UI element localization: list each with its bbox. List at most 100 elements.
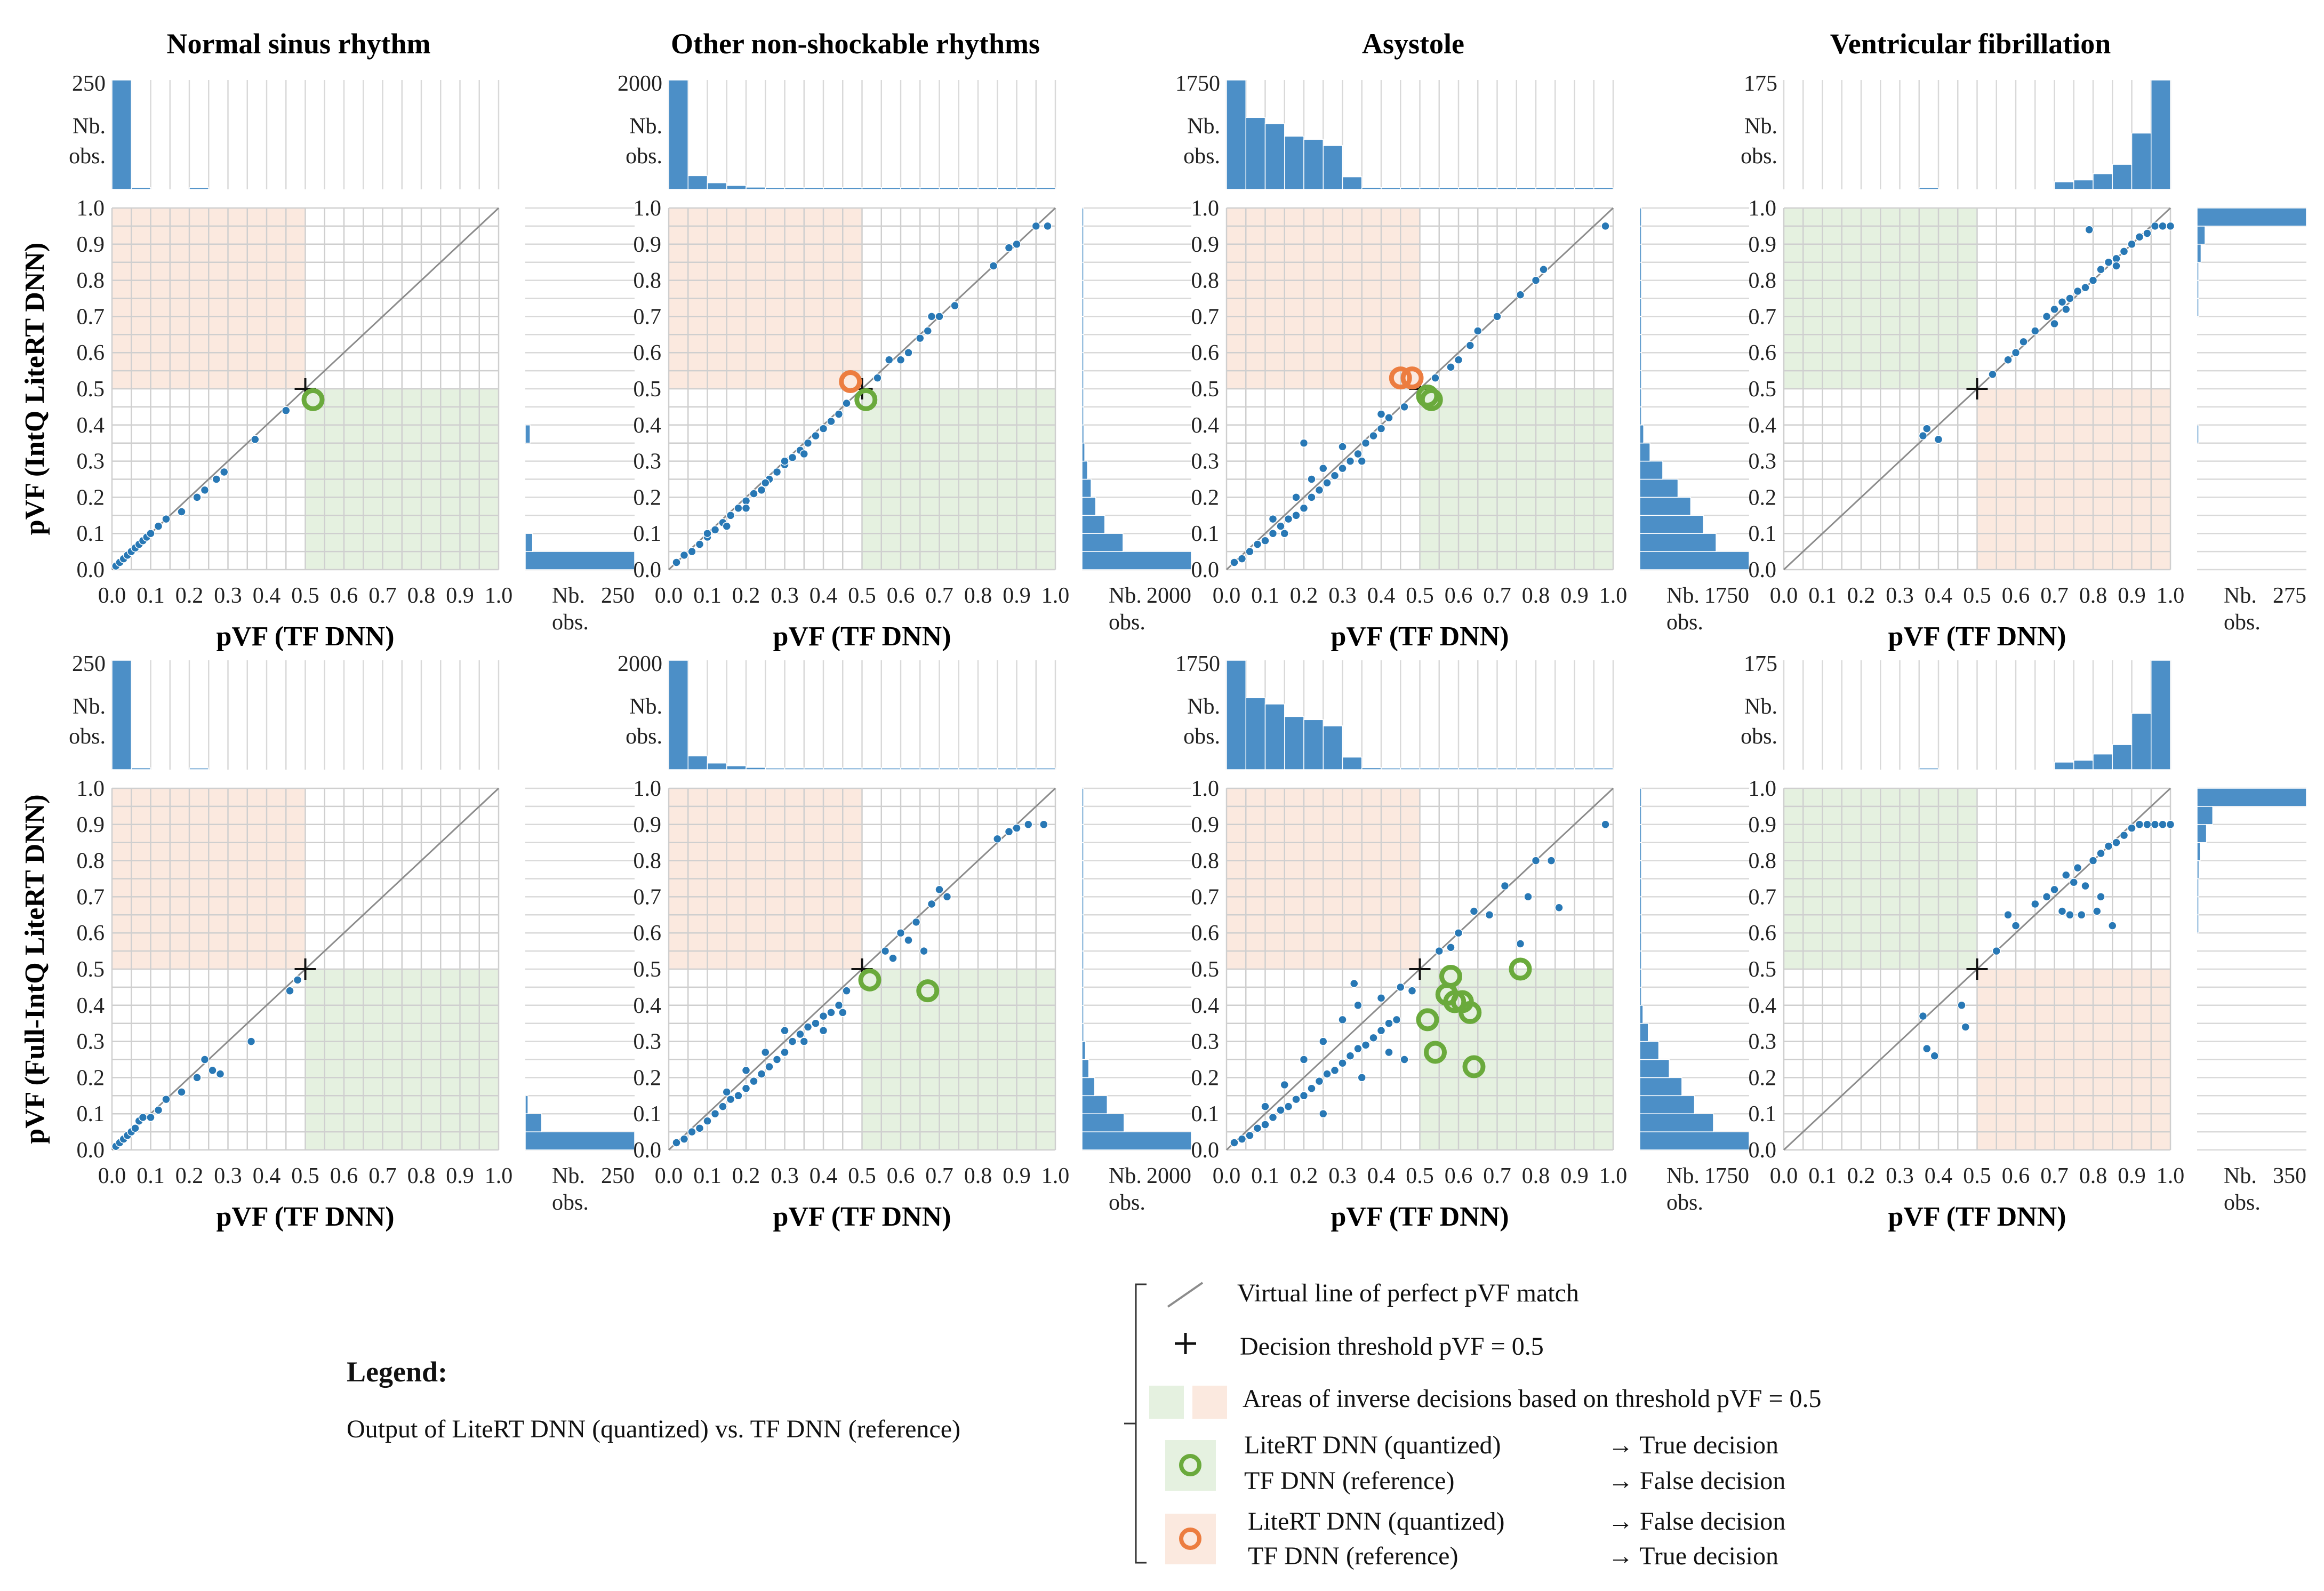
data-point [2011, 921, 2021, 930]
data-point [1376, 410, 1386, 419]
top-hist-bar [1477, 187, 1498, 190]
top-hist-bar [977, 187, 998, 190]
side-hist-bar [1639, 1113, 1714, 1132]
hist-label: Nb. [1187, 694, 1220, 719]
x-tick-label: 1.0 [1599, 583, 1628, 608]
data-point [1957, 1001, 1966, 1010]
data-point [1376, 1026, 1386, 1035]
top-hist-bar [900, 767, 920, 770]
y-tick-label: 0.1 [634, 1102, 662, 1126]
top-hist-bar [1439, 767, 1459, 770]
side-hist-bar [1639, 334, 1642, 353]
data-point [2073, 286, 2082, 296]
data-point [1319, 1037, 1328, 1046]
side-hist-bar [1639, 860, 1642, 880]
side-hist-bar [1081, 950, 1084, 970]
green-circle-marker [1416, 1008, 1439, 1032]
hist-label: obs. [552, 1190, 589, 1215]
top-hist-bar [668, 79, 688, 190]
side-hist-bar [2197, 860, 2200, 880]
data-point [1353, 449, 1363, 459]
y-tick-label: 0.5 [634, 957, 662, 982]
top-hist-bar [2073, 759, 2094, 770]
data-point [834, 410, 844, 419]
data-point [679, 550, 689, 560]
data-point [177, 1088, 186, 1097]
data-point [1299, 1055, 1309, 1064]
side-hist-bar [1081, 1113, 1125, 1132]
hist-max-label: 175 [1744, 71, 1777, 96]
data-point [911, 917, 921, 927]
x-axis-label: pVF (TF DNN) [773, 621, 951, 652]
y-tick-label: 0.3 [634, 450, 662, 474]
y-tick-label: 1.0 [634, 196, 662, 221]
data-point [1961, 1022, 1970, 1032]
y-tick-label: 0.0 [1749, 1138, 1777, 1163]
y-tick-label: 0.1 [1191, 522, 1220, 546]
top-hist-bar [707, 762, 727, 770]
data-point [1012, 239, 1021, 249]
hist-max-label: 2000 [618, 652, 662, 676]
data-point [2150, 221, 2160, 231]
top-hist-bar [111, 79, 132, 190]
side-hist-bar [1639, 298, 1642, 317]
top-hist-bar [1226, 79, 1246, 190]
y-tick-label: 0.5 [77, 377, 105, 402]
x-tick-label: 0.9 [1003, 583, 1031, 608]
x-tick-label: 0.6 [2002, 583, 2030, 608]
data-point [1988, 370, 1997, 379]
y-tick-label: 0.8 [634, 849, 662, 874]
data-point [695, 1124, 704, 1133]
x-tick-label: 0.9 [2118, 1164, 2146, 1188]
side-hist-bar [1081, 824, 1084, 843]
hist-label: obs. [1109, 1190, 1145, 1215]
green-circle-marker [301, 388, 325, 411]
data-point [2143, 229, 2152, 238]
side-hist-bar [1639, 806, 1642, 825]
hist-label: Nb. [2224, 583, 2257, 608]
legend-orange-text: TF DNN (reference) [1248, 1542, 1458, 1570]
data-point [1361, 1041, 1371, 1050]
data-point [1230, 558, 1239, 567]
data-point [1454, 355, 1463, 365]
data-point [1431, 373, 1440, 382]
data-point [1465, 341, 1474, 350]
top-hist-bar [804, 767, 824, 770]
data-point [718, 1102, 727, 1111]
y-tick-label: 0.8 [1749, 269, 1777, 293]
data-point [927, 899, 936, 909]
data-point [842, 986, 851, 995]
data-point [2011, 348, 2021, 357]
side-hist-bar [1081, 244, 1084, 263]
data-point [1369, 1033, 1378, 1043]
side-hist-bar [1639, 932, 1642, 952]
y-tick-label: 0.3 [634, 1030, 662, 1054]
data-point [703, 529, 712, 538]
data-point [2050, 885, 2059, 894]
data-point [1315, 1076, 1324, 1086]
top-hist-bar [1303, 719, 1324, 770]
x-tick-label: 0.9 [446, 583, 474, 608]
data-point [2112, 261, 2121, 270]
top-hist-bar [900, 187, 920, 190]
data-point [803, 438, 813, 447]
data-point [2127, 824, 2136, 833]
side-hist-bar [1639, 878, 1642, 898]
side-hist-bar [2197, 878, 2199, 898]
legend-orange-circle [1179, 1528, 1201, 1550]
top-hist-bar [131, 187, 151, 190]
data-point [2135, 820, 2144, 829]
data-point [927, 312, 936, 321]
y-tick-label: 0.3 [77, 1030, 105, 1054]
y-tick-label: 0.1 [77, 1102, 105, 1126]
y-tick-label: 0.0 [77, 558, 105, 582]
side-hist-bar [1081, 497, 1096, 516]
data-point [1253, 540, 1262, 549]
top-hist-bar [1264, 123, 1285, 190]
y-tick-label: 0.7 [77, 885, 105, 909]
data-point [1292, 1094, 1301, 1104]
top-hist-bar [1496, 187, 1517, 190]
x-tick-label: 0.1 [137, 1164, 165, 1188]
hist-max-label: 250 [601, 583, 635, 608]
data-point [1350, 979, 1359, 988]
